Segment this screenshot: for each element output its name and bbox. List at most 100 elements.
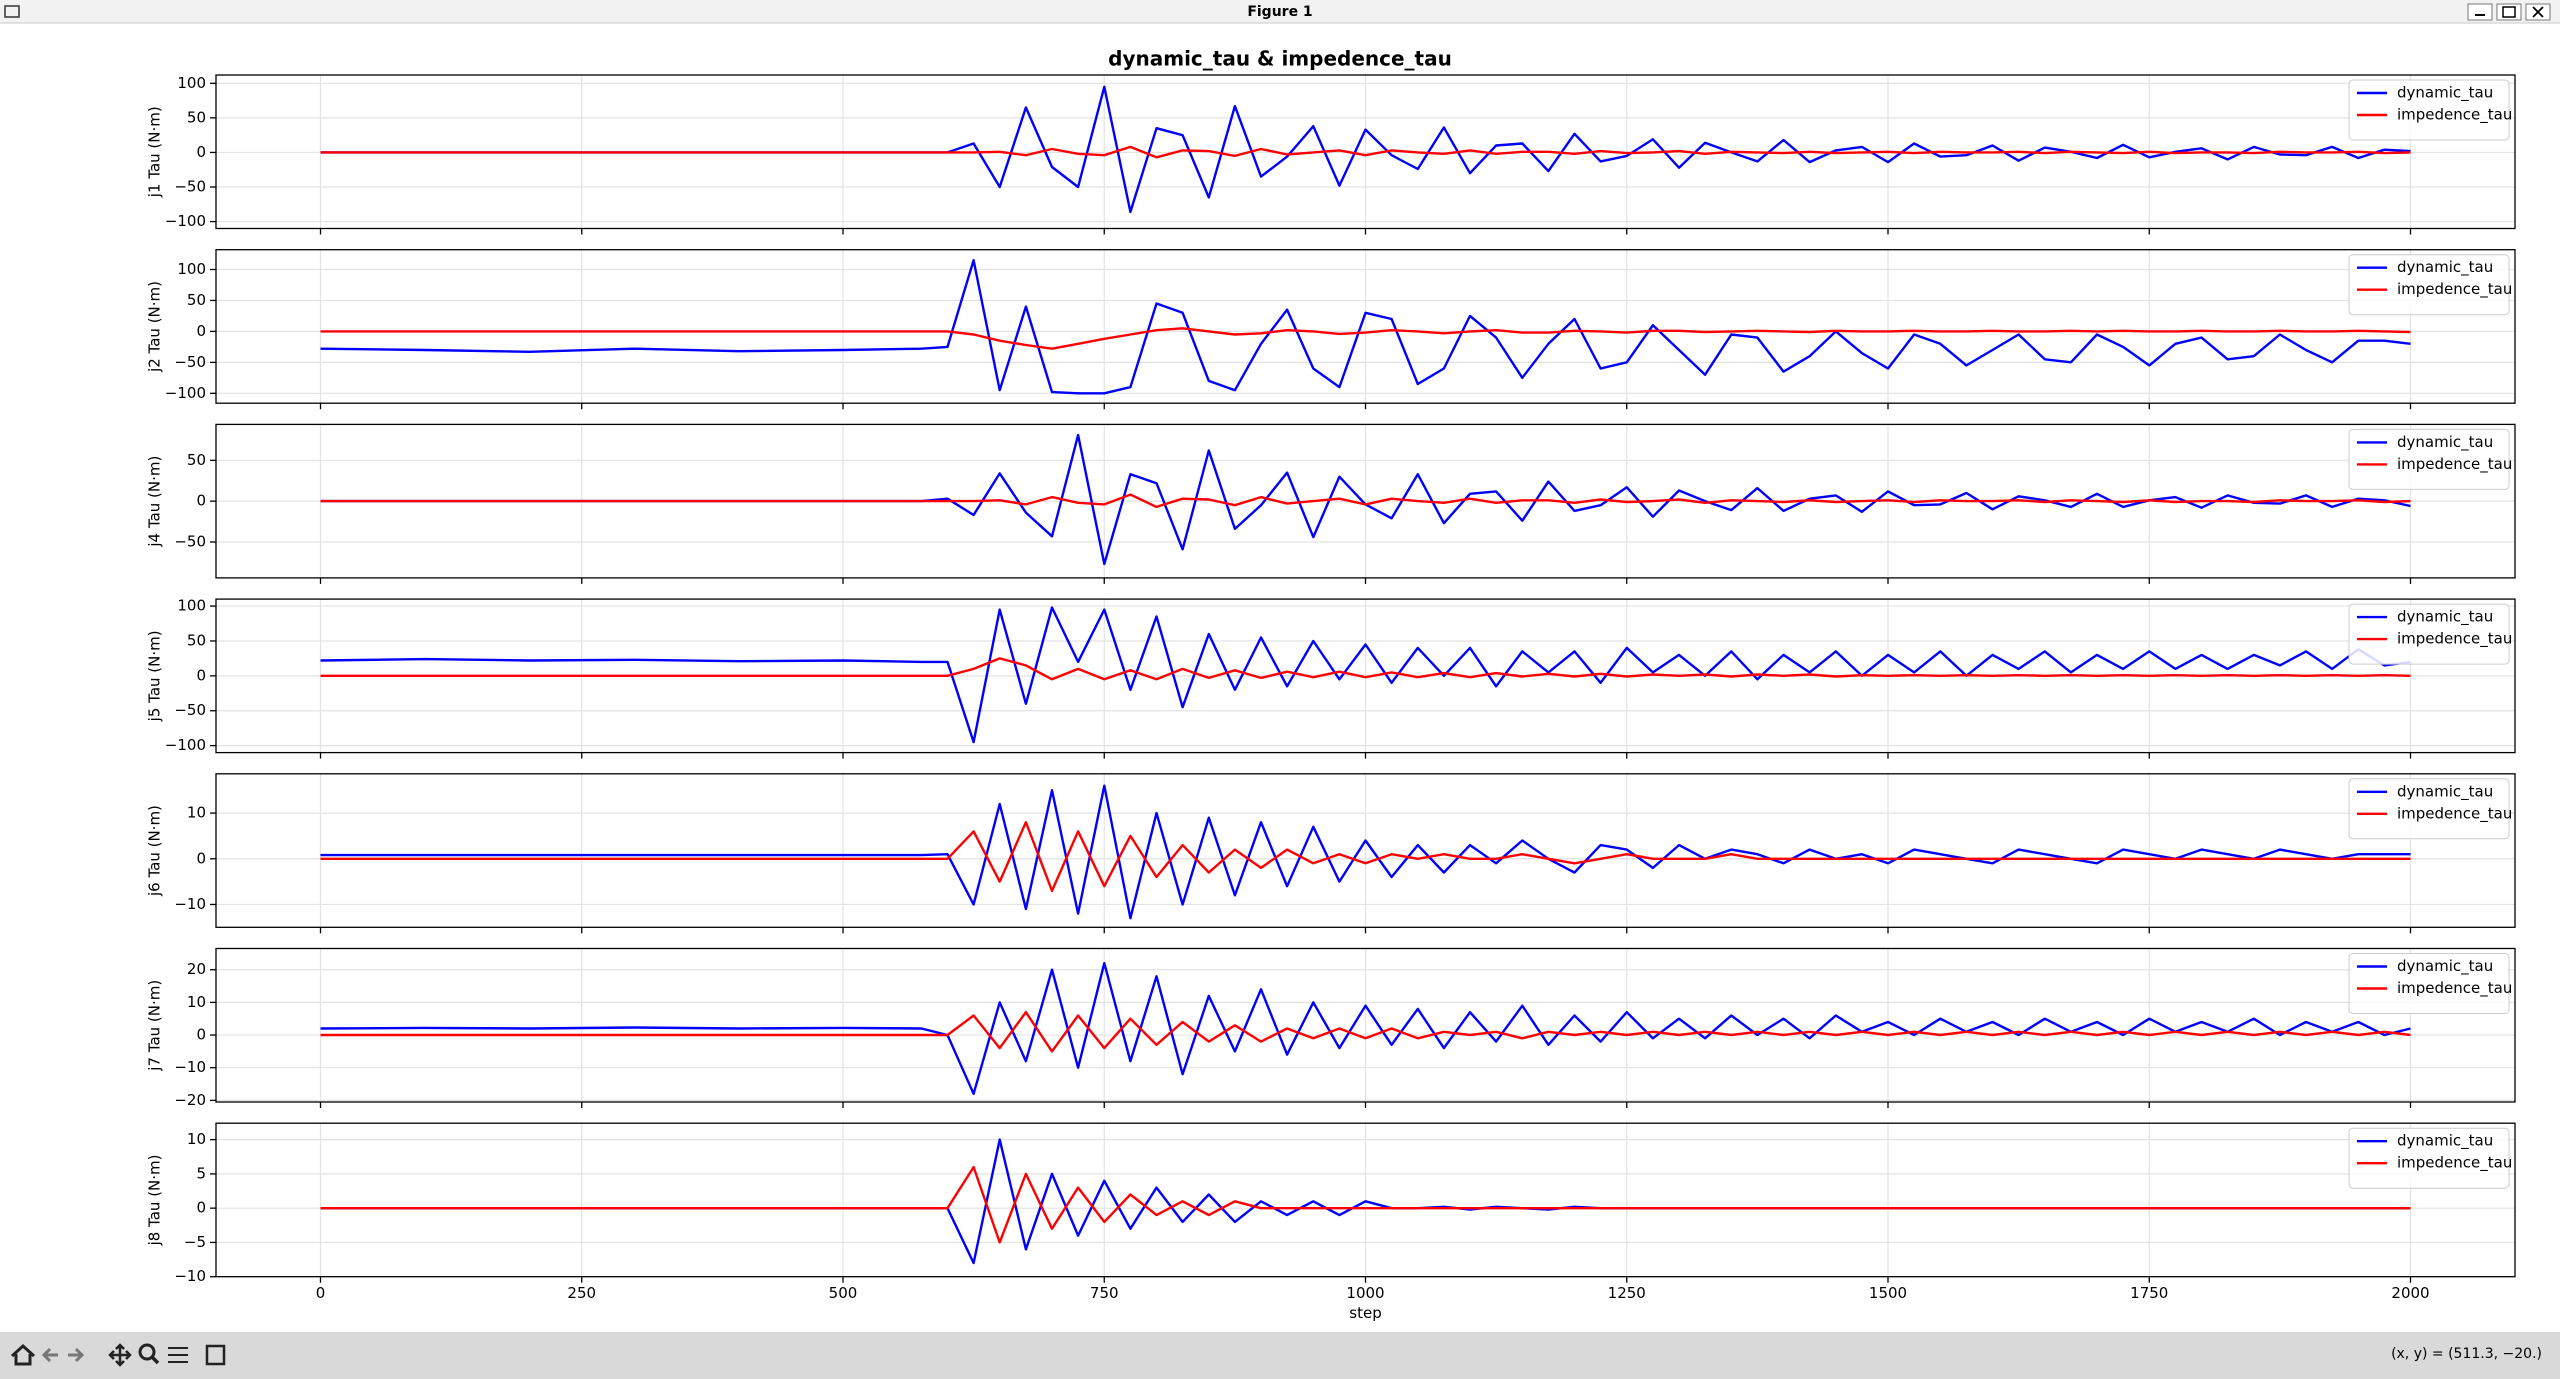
legend-label: dynamic_tau — [2397, 957, 2493, 976]
x-tick-label: 1500 — [1869, 1284, 1907, 1302]
axes-frame — [215, 423, 2516, 579]
y-tick-label: −5 — [184, 1233, 206, 1251]
y-tick-label: 0 — [196, 849, 206, 867]
data-line — [320, 493, 2411, 509]
y-tick-label: 100 — [177, 597, 206, 615]
y-tick-label: 0 — [196, 322, 206, 340]
legend-label: impedence_tau — [2397, 1154, 2512, 1173]
toolbar-buttons — [10, 1343, 226, 1367]
x-tick-label: 1750 — [2130, 1284, 2168, 1302]
legend-label: impedence_tau — [2397, 630, 2512, 649]
data-line — [320, 259, 2411, 395]
y-tick-label: 50 — [187, 631, 206, 649]
minimize-button[interactable] — [2467, 3, 2493, 21]
legend-label: dynamic_tau — [2397, 608, 2493, 627]
forward-button[interactable] — [68, 1347, 85, 1363]
axes-frame — [215, 249, 2516, 404]
y-tick-label: 0 — [196, 666, 206, 684]
close-icon — [2532, 6, 2544, 18]
y-tick-label: −10 — [174, 1267, 206, 1285]
back-button[interactable] — [41, 1347, 58, 1363]
legend-box — [2348, 603, 2510, 665]
axes-frame — [215, 74, 2516, 230]
window-controls[interactable] — [2467, 3, 2551, 21]
y-tick-label: −100 — [165, 384, 206, 402]
data-line — [320, 821, 2411, 892]
y-tick-label: −20 — [174, 1091, 206, 1109]
app-icon — [4, 5, 20, 18]
data-line — [320, 327, 2411, 350]
legend-box — [2348, 254, 2510, 316]
y-tick-label: 10 — [187, 1130, 206, 1148]
title-bar — [0, 0, 2560, 23]
legend-box — [2348, 79, 2510, 141]
zoom-button[interactable] — [138, 1343, 156, 1361]
subplot: −10 0 10 dynamic_tau impedence_tau j6 Tau (N·… — [146, 773, 2516, 934]
y-tick-label: 50 — [187, 451, 206, 469]
data-line — [320, 433, 2411, 566]
y-tick-label: 0 — [196, 143, 206, 161]
y-axis-label: j8 Tau (N·m) — [146, 1154, 164, 1246]
subplot: −100 −50 0 50 100 dynamic_tau impedence_tau j1 … — [146, 74, 2516, 235]
legend-box — [2348, 778, 2510, 840]
data-line — [320, 1165, 2411, 1244]
home-button[interactable] — [10, 1343, 36, 1366]
axes-frame — [215, 773, 2516, 928]
zoom-handle — [150, 1355, 160, 1365]
y-axis-label: j7 Tau (N·m) — [146, 980, 164, 1072]
x-tick-label: 1000 — [1346, 1284, 1384, 1302]
y-tick-label: −10 — [174, 895, 206, 913]
legend-box — [2348, 428, 2510, 490]
y-tick-label: 20 — [187, 960, 206, 978]
legend-label: impedence_tau — [2397, 455, 2512, 474]
toolbar — [0, 1332, 2560, 1379]
y-tick-label: 0 — [196, 492, 206, 510]
legend-label: impedence_tau — [2397, 280, 2512, 299]
data-line — [320, 784, 2411, 920]
subplot: −100 −50 0 50 100 dynamic_tau impedence_tau j2 … — [146, 249, 2516, 410]
maximize-icon — [2502, 6, 2516, 18]
axes-frame — [215, 598, 2516, 754]
legend-label: dynamic_tau — [2397, 1132, 2493, 1151]
subplot: −100 −50 0 50 100 dynamic_tau impedence_tau j5 … — [146, 597, 2516, 759]
data-line — [320, 962, 2411, 1095]
legend-label: impedence_tau — [2397, 804, 2512, 823]
x-tick-label: 1250 — [1608, 1284, 1646, 1302]
y-tick-label: −50 — [174, 353, 206, 371]
subplot: −50 0 50 dynamic_tau impedence_tau j4 Tau (N·… — [146, 423, 2516, 584]
y-tick-label: 10 — [187, 993, 206, 1011]
status-text: (x, y) = (511.3, −20.) — [2391, 1346, 2542, 1362]
y-tick-label: 100 — [177, 74, 206, 92]
data-line — [320, 145, 2411, 159]
x-tick-label: 500 — [829, 1284, 858, 1302]
x-tick-label: 0 — [316, 1284, 326, 1302]
legend-label: dynamic_tau — [2397, 782, 2493, 801]
x-axis-label: step — [1349, 1304, 1381, 1322]
x-tick-label: 250 — [567, 1284, 596, 1302]
y-tick-label: −100 — [165, 212, 206, 230]
subplot: 0 250 500 750 1000 1250 1500 1750 2000 −10 −5 0 5 10 d… — [146, 1122, 2516, 1322]
y-tick-label: −50 — [174, 178, 206, 196]
axes-frame — [215, 947, 2516, 1103]
legend-label: dynamic_tau — [2397, 258, 2493, 277]
legend-label: impedence_tau — [2397, 979, 2512, 998]
figure-title: dynamic_tau & impedence_tau — [1108, 47, 1452, 71]
legend-box — [2348, 953, 2510, 1014]
y-tick-label: −50 — [174, 701, 206, 719]
y-axis-label: j4 Tau (N·m) — [146, 456, 164, 548]
y-tick-label: −10 — [174, 1058, 206, 1076]
pan-button[interactable] — [108, 1343, 132, 1367]
data-line — [320, 85, 2411, 214]
y-tick-label: −50 — [174, 532, 206, 550]
configure-button[interactable] — [168, 1347, 188, 1363]
y-tick-label: 50 — [187, 291, 206, 309]
window-title: Figure 1 — [1247, 4, 1312, 20]
legend-label: impedence_tau — [2397, 106, 2512, 125]
save-button[interactable] — [205, 1344, 226, 1366]
x-tick-label: 2000 — [2391, 1284, 2429, 1302]
subplot: −20 −10 0 10 20 dynamic_tau impedence_tau j7 Ta… — [146, 947, 2516, 1109]
y-tick-label: 0 — [196, 1026, 206, 1044]
data-line — [320, 1011, 2411, 1053]
y-axis-label: j6 Tau (N·m) — [146, 805, 164, 897]
